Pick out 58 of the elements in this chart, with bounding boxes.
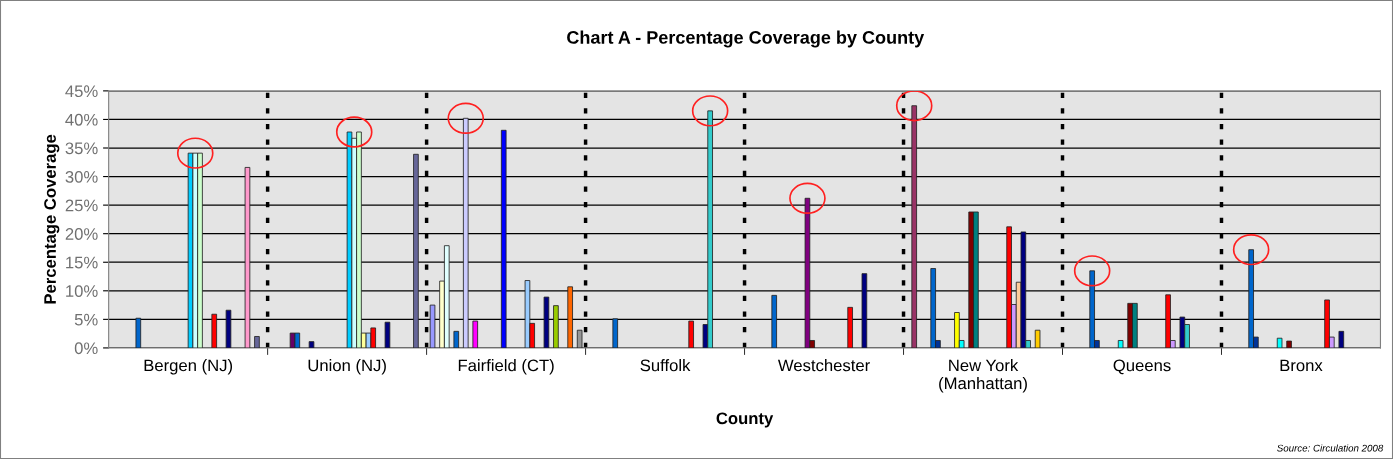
bar [244, 167, 251, 348]
x-tick-label: New York (Manhattan) [939, 359, 1027, 393]
bar [1338, 330, 1345, 348]
y-tick-label: 0% [74, 342, 98, 355]
x-axis-title: County [716, 412, 774, 428]
bar [911, 105, 917, 348]
y-tick-label: 40% [65, 113, 98, 126]
y-axis-title: Percentage Coverage [44, 134, 60, 304]
x-tick-label: Queens [1113, 359, 1171, 375]
bar [413, 153, 419, 348]
y-tick-label: 20% [65, 228, 98, 240]
bar [1020, 231, 1027, 348]
bar [567, 286, 573, 348]
bar [688, 320, 694, 348]
y-tick-label: 25% [65, 199, 98, 212]
y-tick-label: 35% [65, 142, 98, 155]
bar [524, 280, 531, 348]
x-tick-label: Fairfield (CT) [458, 359, 554, 375]
bar [576, 329, 583, 348]
bar [500, 129, 507, 348]
source-note: Source: Circulation 2008 [1277, 444, 1384, 452]
bar [443, 245, 450, 348]
bar [861, 273, 868, 348]
bar [225, 309, 232, 348]
y-tick-label: 10% [66, 285, 98, 298]
bar [847, 306, 853, 348]
x-tick-label: Bergen (NJ) [144, 359, 233, 375]
bar [453, 330, 460, 348]
bar [211, 313, 218, 348]
bar [543, 296, 550, 348]
bar [1276, 337, 1283, 348]
y-tick-label: 30% [65, 170, 98, 183]
bar [462, 117, 469, 348]
bar [308, 341, 315, 348]
bar [294, 332, 301, 348]
bar [1179, 316, 1186, 348]
chart-title: Chart A - Percentage Coverage by County [567, 30, 925, 48]
bar [771, 294, 778, 348]
y-tick-label: 45% [65, 85, 98, 98]
bar [429, 304, 436, 348]
y-tick-label: 15% [66, 256, 98, 269]
bar [1286, 340, 1292, 348]
x-tick-label: Union (NJ) [308, 359, 386, 375]
x-tick-label: Bronx [1280, 359, 1323, 372]
bar [553, 305, 559, 348]
bar [1034, 329, 1041, 348]
bar [346, 131, 353, 348]
bar [804, 197, 811, 348]
y-tick-label: 5% [74, 313, 98, 326]
bar [1006, 226, 1012, 348]
bar [135, 317, 142, 348]
bar [254, 336, 260, 348]
bar [384, 321, 391, 348]
bar [472, 320, 479, 348]
x-tick-label: Westchester [777, 359, 870, 372]
bar [1117, 340, 1124, 348]
x-tick-label: Suffolk [640, 359, 691, 372]
bar [612, 318, 619, 348]
